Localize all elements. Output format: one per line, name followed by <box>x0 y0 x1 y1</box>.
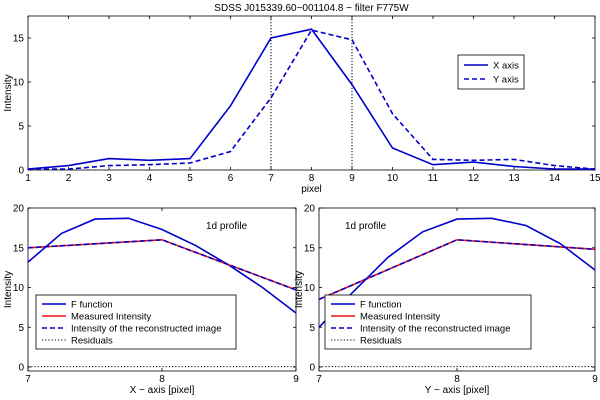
y-tick-label: 0 <box>18 363 24 374</box>
panel-annotation: 1d profile <box>345 221 387 232</box>
y-tick-label: 20 <box>304 204 316 215</box>
legend-label: Measured Intensity <box>360 312 441 323</box>
x-tick-label: 8 <box>159 374 165 385</box>
y-tick-label: 10 <box>13 283 25 294</box>
series-line-f-function <box>27 217 297 314</box>
legend-label: Y axis <box>493 75 519 86</box>
legend-label: X axis <box>493 61 519 72</box>
series-line-y-axis <box>28 29 596 170</box>
plot-area <box>27 15 596 171</box>
y-tick-label: 5 <box>18 122 24 133</box>
y-tick-label: 0 <box>18 166 24 177</box>
legend-label: Intensity of the reconstructed image <box>360 324 511 335</box>
x-tick-label: 1 <box>25 173 31 184</box>
x-tick-label: 2 <box>66 173 72 184</box>
x-axis-label: X − axis [pixel] <box>130 385 195 396</box>
series-line-x-axis <box>27 28 595 170</box>
x-tick-label: 7 <box>316 374 322 385</box>
x-tick-label: 5 <box>187 173 193 184</box>
chart-title: SDSS J015339.60−001104.8 − filter F775W <box>214 3 409 14</box>
y-axis-label: Intensity <box>3 271 14 308</box>
x-tick-label: 7 <box>25 374 31 385</box>
x-tick-label: 10 <box>387 173 399 184</box>
y-tick-label: 15 <box>13 34 25 45</box>
x-tick-label: 14 <box>549 173 561 184</box>
y-tick-label: 10 <box>13 78 25 89</box>
x-tick-label: 4 <box>147 173 153 184</box>
y-tick-label: 15 <box>304 243 316 254</box>
series-line-intensity-of-the-reconstructed-image <box>27 238 297 291</box>
x-tick-label: 13 <box>508 173 520 184</box>
legend-label: F function <box>360 300 402 311</box>
legend-label: Measured Intensity <box>71 312 152 323</box>
y-axis-label: Intensity <box>294 271 305 308</box>
legend-box <box>324 294 532 350</box>
x-tick-label: 6 <box>228 173 234 184</box>
x-tick-label: 9 <box>592 374 598 385</box>
x-tick-label: 11 <box>428 173 439 184</box>
panel-annotation: 1d profile <box>206 221 248 232</box>
x-tick-label: 3 <box>106 173 112 184</box>
y-axis-label: Intensity <box>3 74 14 111</box>
y-tick-label: 10 <box>304 283 316 294</box>
y-tick-label: 20 <box>13 204 25 215</box>
legend: X axis Y axis <box>457 54 525 90</box>
x-tick-label: 7 <box>268 173 274 184</box>
legend-label: Intensity of the reconstructed image <box>71 324 222 335</box>
x-tick-label: 9 <box>293 374 299 385</box>
legend-label: F function <box>71 300 113 311</box>
series-line-intensity-of-the-reconstructed-image <box>318 238 596 301</box>
legend-label: Residuals <box>360 336 402 347</box>
chart-panel-2: 7 8 9 0 5 10 15 20 X − axis [pixel] Intensity 1d p… <box>3 204 299 397</box>
x-tick-label: 12 <box>468 173 480 184</box>
y-tick-label: 0 <box>309 363 315 374</box>
x-tick-label: 8 <box>454 374 460 385</box>
x-tick-label: 9 <box>349 173 355 184</box>
y-tick-label: 5 <box>18 323 24 334</box>
legend-box <box>457 54 525 90</box>
x-tick-label: 8 <box>309 173 315 184</box>
y-tick-label: 5 <box>309 323 315 334</box>
x-axis-label: Y − axis [pixel] <box>425 385 490 396</box>
legend-label: Residuals <box>71 336 113 347</box>
y-tick-label: 15 <box>13 243 25 254</box>
x-axis-label: pixel <box>301 184 322 195</box>
x-tick-label: 15 <box>589 173 600 184</box>
legend-box <box>35 294 237 350</box>
